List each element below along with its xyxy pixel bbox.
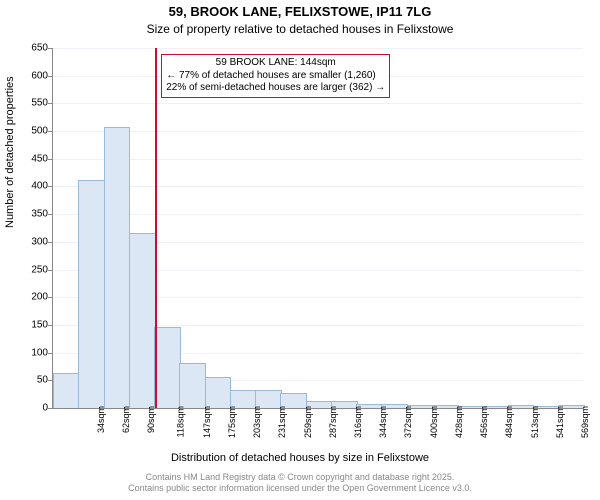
- ytick-label: 600: [8, 70, 48, 81]
- ytick-label: 200: [8, 292, 48, 303]
- xtick-label: 118sqm: [176, 406, 186, 437]
- footer: Contains HM Land Registry data © Crown c…: [0, 472, 600, 494]
- xtick-label: 541sqm: [555, 406, 565, 438]
- ytick-label: 100: [8, 347, 48, 358]
- ytick-label: 250: [8, 264, 48, 275]
- xtick-label: 287sqm: [328, 406, 338, 438]
- bar: [129, 233, 156, 408]
- xtick-label: 456sqm: [479, 406, 489, 438]
- xtick-label: 175sqm: [227, 406, 237, 438]
- ytick-label: 350: [8, 209, 48, 220]
- xtick-label: 90sqm: [146, 406, 156, 433]
- marker-line-el: [155, 48, 157, 408]
- xtick-label: 316sqm: [353, 406, 363, 438]
- ytick-label: 650: [8, 43, 48, 54]
- bar: [205, 377, 232, 408]
- chart-container: 59, BROOK LANE, FELIXSTOWE, IP11 7LG Siz…: [0, 0, 600, 500]
- xtick-label: 428sqm: [454, 406, 464, 438]
- ytick-label: 450: [8, 153, 48, 164]
- xtick-label: 231sqm: [277, 406, 287, 438]
- xtick-label: 203sqm: [252, 406, 262, 438]
- footer-line1: Contains HM Land Registry data © Crown c…: [0, 472, 600, 483]
- xtick-label: 400sqm: [429, 406, 439, 438]
- xtick-label: 484sqm: [504, 406, 514, 438]
- ytick-label: 50: [8, 375, 48, 386]
- ytick-label: 500: [8, 126, 48, 137]
- bar: [179, 363, 206, 408]
- xtick-label: 34sqm: [96, 406, 106, 433]
- bar: [78, 180, 105, 408]
- ytick-label: 550: [8, 98, 48, 109]
- ytick-label: 150: [8, 319, 48, 330]
- callout-line1: 59 BROOK LANE: 144sqm: [166, 57, 385, 70]
- plot-area: 59 BROOK LANE: 144sqm ← 77% of detached …: [52, 48, 583, 409]
- xtick-label: 372sqm: [404, 406, 414, 438]
- footer-line2: Contains public sector information licen…: [0, 483, 600, 494]
- ytick-label: 400: [8, 181, 48, 192]
- bar: [104, 127, 131, 408]
- callout-line2: ← 77% of detached houses are smaller (1,…: [166, 70, 385, 83]
- xtick-label: 147sqm: [202, 406, 212, 438]
- chart-subtitle: Size of property relative to detached ho…: [0, 22, 600, 36]
- bar: [53, 373, 80, 408]
- bar: [154, 327, 181, 408]
- chart-title: 59, BROOK LANE, FELIXSTOWE, IP11 7LG: [0, 4, 600, 19]
- xtick-label: 569sqm: [580, 406, 590, 438]
- xtick-label: 344sqm: [378, 406, 388, 438]
- ytick-label: 300: [8, 236, 48, 247]
- xtick-label: 62sqm: [121, 406, 131, 433]
- callout-box: 59 BROOK LANE: 144sqm ← 77% of detached …: [161, 54, 390, 98]
- ytick-label: 0: [8, 403, 48, 414]
- callout-line3: 22% of semi-detached houses are larger (…: [166, 82, 385, 95]
- xtick-label: 259sqm: [303, 406, 313, 438]
- x-axis-label: Distribution of detached houses by size …: [0, 452, 600, 464]
- xtick-label: 513sqm: [530, 406, 540, 438]
